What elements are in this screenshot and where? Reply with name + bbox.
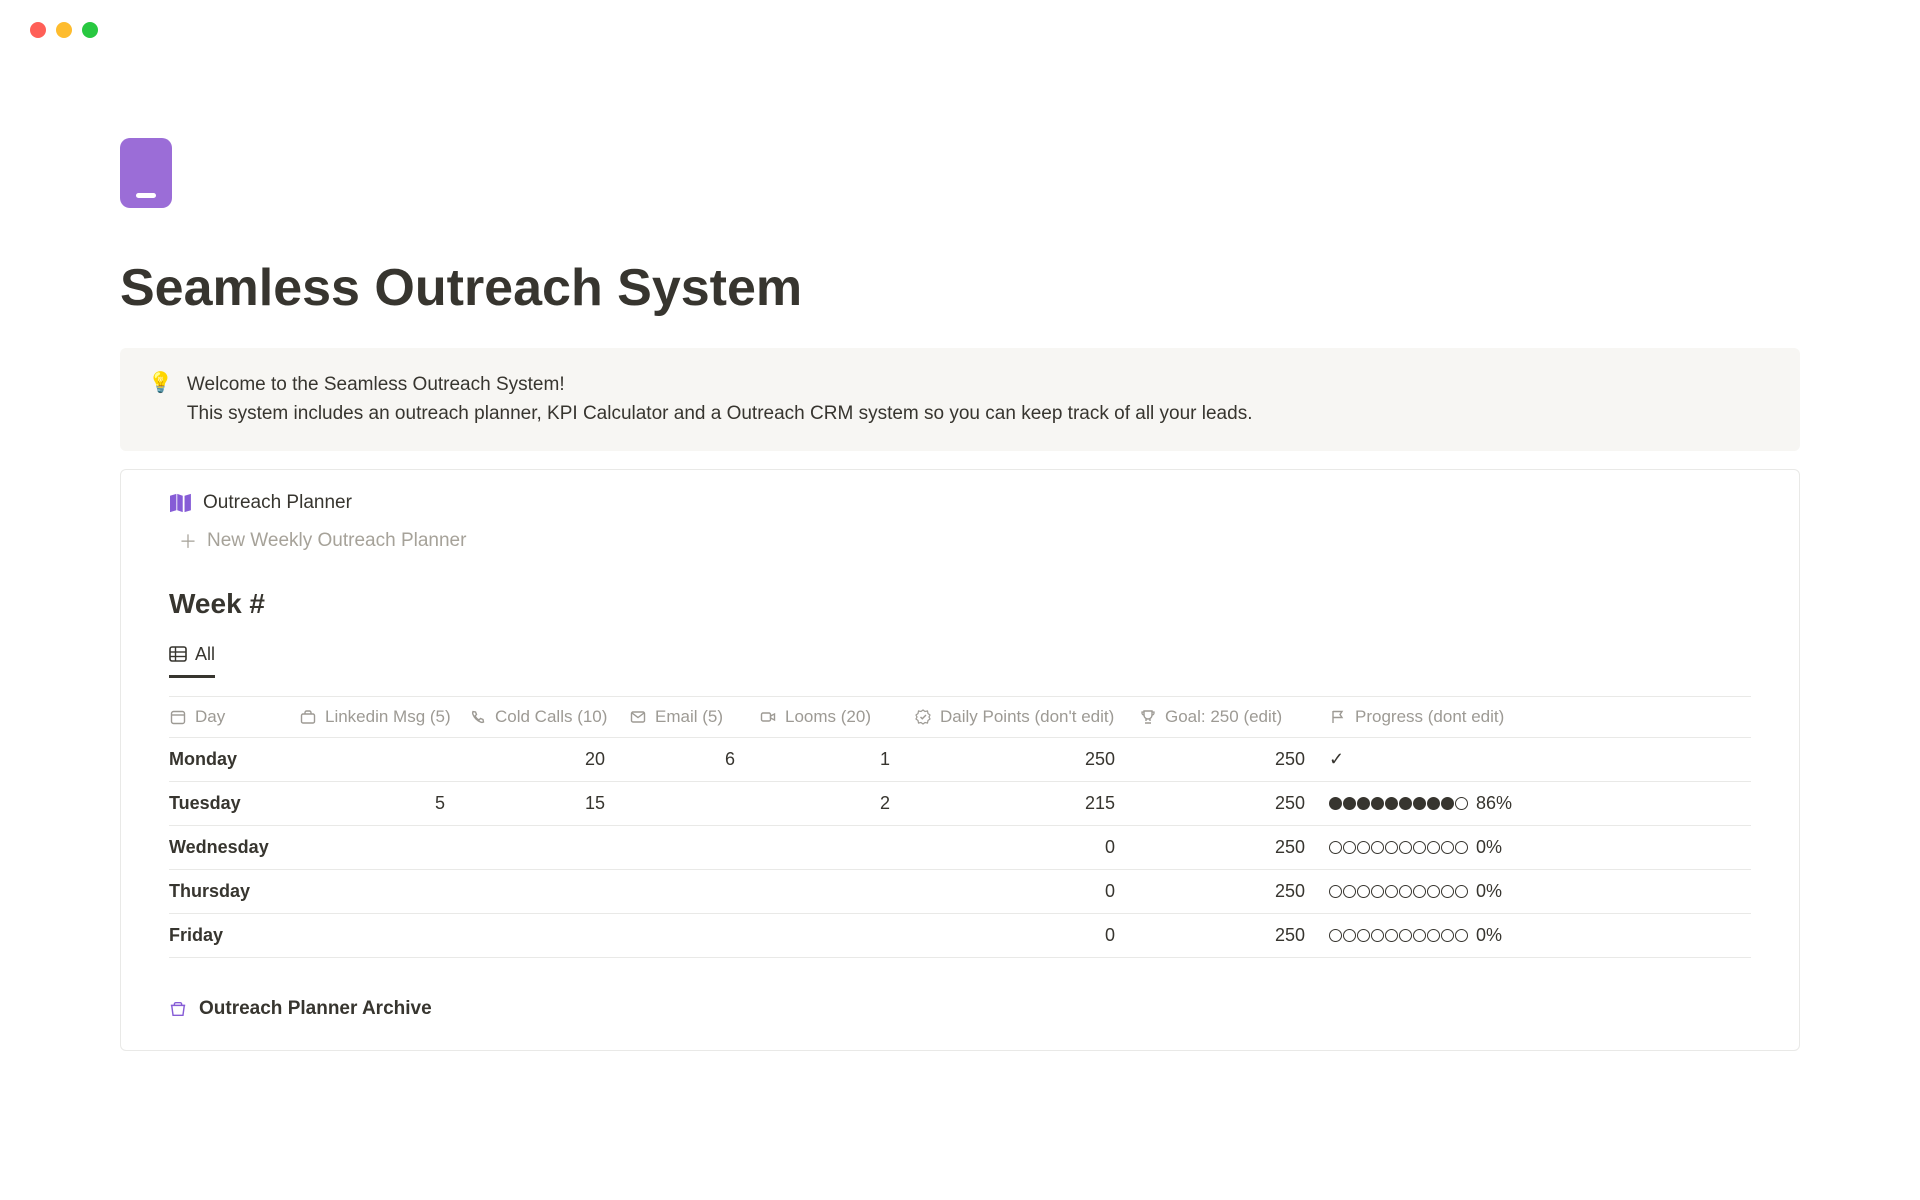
- panel-header: Outreach Planner: [121, 492, 1799, 514]
- cell-daily-points: 0: [914, 837, 1139, 858]
- cell-daily-points: 0: [914, 925, 1139, 946]
- callout-block: 💡 Welcome to the Seamless Outreach Syste…: [120, 348, 1800, 451]
- column-progress[interactable]: Progress (dont edit): [1329, 707, 1751, 727]
- cell-looms: 1: [759, 749, 914, 770]
- archive-icon: [169, 1000, 187, 1018]
- window-controls: [0, 0, 1920, 38]
- close-window-button[interactable]: [30, 22, 46, 38]
- cell-looms: 2: [759, 793, 914, 814]
- column-linkedin[interactable]: Linkedin Msg (5): [299, 707, 469, 727]
- cell-daily-points: 250: [914, 749, 1139, 770]
- progress-dots: [1329, 929, 1468, 942]
- cell-progress: 86%: [1329, 793, 1751, 814]
- archive-link[interactable]: Outreach Planner Archive: [121, 958, 1799, 1020]
- progress-percent: 0%: [1476, 837, 1502, 858]
- column-day[interactable]: Day: [169, 707, 299, 727]
- table-row[interactable]: Tuesday515 2215250 86%: [169, 782, 1751, 826]
- check-badge-icon: [914, 708, 932, 726]
- section-title[interactable]: Week #: [121, 554, 1799, 620]
- cell-goal: 250: [1139, 925, 1329, 946]
- minimize-window-button[interactable]: [56, 22, 72, 38]
- maximize-window-button[interactable]: [82, 22, 98, 38]
- video-icon: [759, 708, 777, 726]
- flag-icon: [1329, 708, 1347, 726]
- cell-progress: ✓: [1329, 749, 1751, 770]
- archive-label: Outreach Planner Archive: [199, 998, 432, 1020]
- progress-dots: [1329, 797, 1468, 810]
- lightbulb-icon: 💡: [148, 370, 173, 396]
- column-email[interactable]: Email (5): [629, 707, 759, 727]
- table-row[interactable]: Wednesday 0250 0%: [169, 826, 1751, 870]
- progress-dots: [1329, 841, 1468, 854]
- briefcase-icon: [299, 708, 317, 726]
- cell-goal: 250: [1139, 749, 1329, 770]
- cell-day: Monday: [169, 749, 299, 770]
- cell-daily-points: 0: [914, 881, 1139, 902]
- page-icon[interactable]: [120, 138, 172, 208]
- cell-day: Friday: [169, 925, 299, 946]
- tab-all[interactable]: All: [169, 644, 215, 678]
- view-tabs: All: [121, 620, 1799, 678]
- cell-progress: 0%: [1329, 881, 1751, 902]
- column-goal[interactable]: Goal: 250 (edit): [1139, 707, 1329, 727]
- cell-daily-points: 215: [914, 793, 1139, 814]
- cell-progress: 0%: [1329, 837, 1751, 858]
- trophy-icon: [1139, 708, 1157, 726]
- checkmark-icon: ✓: [1329, 749, 1344, 770]
- outreach-planner-panel: Outreach Planner ＋ New Weekly Outreach P…: [120, 469, 1800, 1051]
- table-header-row: Day Linkedin Msg (5) Cold Calls (10) Ema…: [169, 696, 1751, 738]
- callout-line-2: This system includes an outreach planner…: [187, 399, 1253, 428]
- cell-progress: 0%: [1329, 925, 1751, 946]
- cell-goal: 250: [1139, 793, 1329, 814]
- table-row[interactable]: Monday2061250250✓: [169, 738, 1751, 782]
- plus-icon: ＋: [179, 528, 197, 554]
- tab-all-label: All: [195, 644, 215, 665]
- table-body: Monday2061250250✓Tuesday5152215250 86%We…: [169, 738, 1751, 958]
- column-looms[interactable]: Looms (20): [759, 707, 914, 727]
- table-row[interactable]: Thursday 0250 0%: [169, 870, 1751, 914]
- map-icon: [169, 493, 191, 513]
- progress-percent: 86%: [1476, 793, 1512, 814]
- column-cold-calls[interactable]: Cold Calls (10): [469, 707, 629, 727]
- email-icon: [629, 708, 647, 726]
- planner-table: Day Linkedin Msg (5) Cold Calls (10) Ema…: [121, 696, 1799, 958]
- new-weekly-planner-label: New Weekly Outreach Planner: [207, 530, 466, 552]
- column-daily-points[interactable]: Daily Points (don't edit): [914, 707, 1139, 727]
- cell-day: Tuesday: [169, 793, 299, 814]
- cell-linkedin: 5: [299, 793, 469, 814]
- table-icon: [169, 645, 187, 663]
- cell-cold-calls: 15: [469, 793, 629, 814]
- new-weekly-planner-button[interactable]: ＋ New Weekly Outreach Planner: [121, 514, 1799, 554]
- phone-icon: [469, 708, 487, 726]
- progress-dots: [1329, 885, 1468, 898]
- callout-line-1: Welcome to the Seamless Outreach System!: [187, 370, 1253, 399]
- callout-text: Welcome to the Seamless Outreach System!…: [187, 370, 1253, 429]
- cell-cold-calls: 20: [469, 749, 629, 770]
- progress-percent: 0%: [1476, 881, 1502, 902]
- cell-day: Wednesday: [169, 837, 299, 858]
- panel-title[interactable]: Outreach Planner: [203, 492, 352, 514]
- calendar-icon: [169, 708, 187, 726]
- progress-percent: 0%: [1476, 925, 1502, 946]
- cell-goal: 250: [1139, 881, 1329, 902]
- table-row[interactable]: Friday 0250 0%: [169, 914, 1751, 958]
- cell-goal: 250: [1139, 837, 1329, 858]
- cell-day: Thursday: [169, 881, 299, 902]
- page-title: Seamless Outreach System: [120, 258, 1800, 318]
- cell-email: 6: [629, 749, 759, 770]
- page-content: Seamless Outreach System 💡 Welcome to th…: [0, 38, 1920, 1051]
